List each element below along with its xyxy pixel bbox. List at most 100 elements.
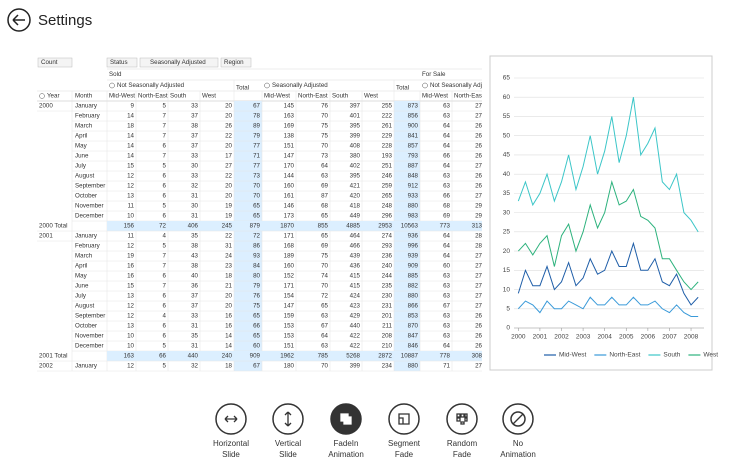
cell-value: 70 <box>253 183 260 190</box>
cell-value: 93 <box>253 253 260 260</box>
filter-label: Seasonally Adjusted <box>150 59 206 66</box>
cell-value: 870 <box>408 323 419 330</box>
cell-value: 7 <box>163 123 167 130</box>
cell-value: 778 <box>440 353 451 360</box>
cell-value: 65 <box>253 313 260 320</box>
cell-value: 72 <box>321 293 328 300</box>
cell-value: 6 <box>163 143 167 150</box>
animation-buttons: Horizontal Slide Vertical Slide FadeIn Animat… <box>213 403 536 459</box>
cell-value: 259 <box>382 183 393 190</box>
filter-button[interactable]: Count <box>37 57 73 68</box>
cell-value: 20 <box>225 183 232 190</box>
cell-value: 24 <box>225 253 232 260</box>
cell-value: 18 <box>225 273 232 280</box>
cell-value: 77 <box>253 163 260 170</box>
cell-value: 5268 <box>346 353 360 360</box>
cell-value: 20 <box>225 303 232 310</box>
cell-value: 66 <box>159 353 166 360</box>
cell-value: 33 <box>191 103 198 110</box>
cell-value: 71 <box>443 363 450 370</box>
cell-value: 33 <box>191 153 198 160</box>
cell-value: 7 <box>163 283 167 290</box>
cell-value: 230 <box>382 293 393 300</box>
cell-value: 77 <box>253 143 260 150</box>
cell-value: 63 <box>443 113 450 120</box>
cell-value: 63 <box>443 273 450 280</box>
animation-button[interactable]: Segment Fade <box>388 403 421 459</box>
cell-value: 261 <box>382 123 393 130</box>
button-label: No <box>513 439 524 448</box>
cell-value: 853 <box>408 313 419 320</box>
cell-value: 422 <box>350 333 361 340</box>
animation-button[interactable]: Random Fade <box>446 403 478 459</box>
cell-value: 255 <box>382 103 393 110</box>
cell-value: 7 <box>163 263 167 270</box>
cell-value: 423 <box>350 303 361 310</box>
cell-value: 78 <box>253 113 260 120</box>
cell-value: 75 <box>321 133 328 140</box>
back-button[interactable] <box>7 8 31 32</box>
year-label: 2000 <box>39 103 53 110</box>
button-icon <box>284 411 292 427</box>
button-icon <box>456 413 468 425</box>
cell-value: 855 <box>318 223 329 230</box>
cell-value: 234 <box>382 363 393 370</box>
month-label: January <box>75 363 98 370</box>
cell-value: 19 <box>225 203 232 210</box>
cell-value: 37 <box>191 303 198 310</box>
cell-value: 5 <box>163 163 167 170</box>
cell-value: 13 <box>127 193 134 200</box>
cell-value: 5 <box>163 203 167 210</box>
month-label: September <box>75 183 105 190</box>
month-label: May <box>75 143 88 150</box>
cell-value: 68 <box>443 203 450 210</box>
year-label: 2001 <box>39 233 53 240</box>
cell-value: 7 <box>163 133 167 140</box>
year-label: 2002 <box>39 363 53 370</box>
column-header: West <box>202 93 216 100</box>
cell-value: 32 <box>191 363 198 370</box>
cell-value: 424 <box>350 293 361 300</box>
total-column-bg <box>234 101 262 371</box>
cell-value: 65 <box>321 213 328 220</box>
cell-value: 27 <box>475 283 482 290</box>
cell-value: 63 <box>443 183 450 190</box>
filter-label: Status <box>110 59 128 66</box>
cell-value: 882 <box>408 283 419 290</box>
button-label: Slide <box>222 450 240 459</box>
animation-button[interactable]: Vertical Slide <box>272 403 304 459</box>
cell-value: 5 <box>163 343 167 350</box>
cell-value: 13 <box>127 293 134 300</box>
cell-value: 35 <box>191 233 198 240</box>
y-tick-label: 60 <box>503 94 511 101</box>
button-label: Slide <box>279 450 297 459</box>
cell-value: 151 <box>284 143 295 150</box>
animation-button[interactable]: Horizontal Slide <box>213 403 249 459</box>
cell-value: 27 <box>475 363 482 370</box>
animation-button[interactable]: FadeIn Animation <box>328 403 364 459</box>
cell-value: 64 <box>443 163 450 170</box>
legend-label: Mid-West <box>559 352 587 359</box>
cell-value: 402 <box>350 163 361 170</box>
cell-value: 6 <box>163 193 167 200</box>
y-tick-label: 30 <box>503 209 511 216</box>
cell-value: 60 <box>253 343 260 350</box>
cell-value: 6 <box>163 173 167 180</box>
cell-value: 6 <box>163 323 167 330</box>
cell-value: 72 <box>253 233 260 240</box>
cell-value: 395 <box>350 123 361 130</box>
cell-value: 16 <box>225 313 232 320</box>
animation-button[interactable]: No Animation <box>500 403 536 459</box>
button-icon <box>512 413 524 425</box>
cell-value: 84 <box>253 263 260 270</box>
cell-value: 248 <box>382 203 393 210</box>
cell-value: 408 <box>350 143 361 150</box>
column-header: Mid-West <box>422 93 448 100</box>
filter-button[interactable]: Region <box>220 57 252 68</box>
cell-value: 63 <box>443 173 450 180</box>
filter-button[interactable]: Seasonally Adjusted <box>139 57 219 68</box>
cell-value: 64 <box>443 253 450 260</box>
cell-value: 76 <box>253 293 260 300</box>
filter-button[interactable]: Status <box>106 57 138 68</box>
cell-value: 880 <box>408 363 419 370</box>
